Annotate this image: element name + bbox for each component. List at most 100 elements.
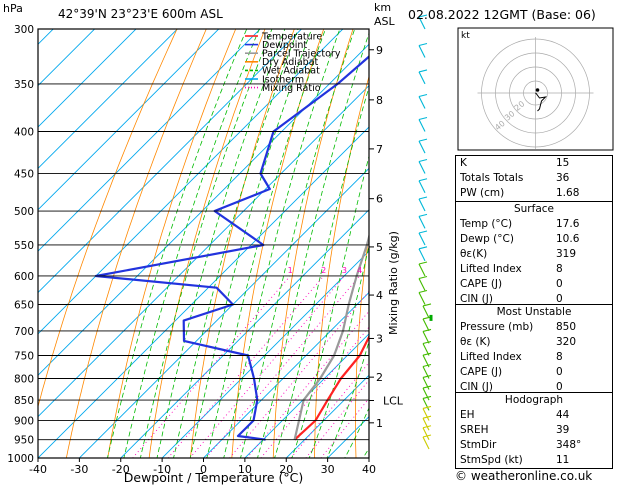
mixing-ratio-label: 16 xyxy=(435,266,445,275)
surface-value: 319 xyxy=(556,248,577,260)
datetime-label: 02.08.2022 12GMT (Base: 06) xyxy=(408,7,596,22)
km-tick-label: 8 xyxy=(376,94,383,107)
hodo-row: SREH 39 xyxy=(456,423,612,438)
pressure-tick-label: 300 xyxy=(14,24,34,36)
indices-row: Totals Totals 36 xyxy=(456,171,612,186)
wind-barb xyxy=(422,387,430,401)
km-tick-label: 3 xyxy=(376,332,383,345)
x-tick-label: 10 xyxy=(238,463,252,476)
isotherm-line xyxy=(38,29,261,252)
wind-barb xyxy=(418,119,426,132)
wind-barb xyxy=(422,377,430,390)
index-label: K xyxy=(460,157,467,169)
wind-barb-flag xyxy=(418,42,428,47)
wind-barb xyxy=(418,180,426,193)
copyright-label: © weatheronline.co.uk xyxy=(455,469,593,483)
mu-row: Lifted Index 8 xyxy=(456,350,612,365)
surface-value: 0 xyxy=(556,278,563,290)
hodo-label: StmSpd (kt) xyxy=(460,454,523,466)
wind-barb xyxy=(422,331,430,344)
km-tick-label: 9 xyxy=(376,44,383,57)
surface-value: 0 xyxy=(556,293,563,305)
mu-label: CAPE (J) xyxy=(460,366,503,378)
surface-title: Surface xyxy=(513,203,554,215)
dewpoint-profile xyxy=(94,55,369,441)
surface-value: 8 xyxy=(556,263,563,275)
wet-adiabat xyxy=(189,29,313,458)
pressure-tick-label: 550 xyxy=(14,240,34,252)
hodo-label: StmDir xyxy=(460,439,497,451)
mu-value: 850 xyxy=(556,321,577,333)
mu-label: Pressure (mb) xyxy=(460,321,534,333)
indices-table: K 15 Totals Totals 36 PW (cm) 1.68 xyxy=(455,155,613,202)
km-unit-label: km xyxy=(374,1,392,14)
mixing-ratio-label: 2 xyxy=(321,266,326,275)
wind-barb-flag xyxy=(418,196,428,200)
surface-table: Surface Temp (°C) 17.6 Dewp (°C) 10.6 θε(K… xyxy=(455,201,613,308)
mu-row: CIN (J) 0 xyxy=(456,380,612,395)
legend-label: Parcel Trajectory xyxy=(262,49,341,60)
wind-barb xyxy=(418,161,426,174)
dry-adiabat xyxy=(107,29,237,458)
wind-barb-flag xyxy=(418,158,428,163)
hodo-row: StmSpd (kt) 11 xyxy=(456,453,612,468)
pressure-tick-label: 600 xyxy=(14,271,34,283)
pressure-tick-label: 900 xyxy=(14,415,34,427)
wet-adiabat xyxy=(223,29,341,458)
hodo-row: StmDir 348° xyxy=(456,438,612,453)
isotherm-line xyxy=(38,43,369,376)
hodo-row: EH 44 xyxy=(456,408,612,423)
wind-barb xyxy=(418,232,426,246)
wind-barb-flag xyxy=(422,303,432,307)
mu-value: 8 xyxy=(556,351,563,363)
wind-barb xyxy=(422,436,430,450)
index-label: Totals Totals xyxy=(460,172,524,184)
wind-barb xyxy=(418,96,426,109)
wind-barb-flag xyxy=(422,340,432,345)
wind-barb xyxy=(418,71,426,85)
mu-row: Pressure (mb) 850 xyxy=(456,320,612,335)
isotherm-line xyxy=(161,250,369,458)
isotherm-line xyxy=(120,209,369,458)
km-tick-label: 2 xyxy=(376,371,383,384)
hodo-label: SREH xyxy=(460,424,489,436)
wind-barb-flag xyxy=(422,328,432,332)
most-unstable-title: Most Unstable xyxy=(496,306,572,318)
wind-barb xyxy=(418,292,426,305)
surface-label: θε(K) xyxy=(460,248,488,260)
asl-unit-label: ASL xyxy=(374,15,395,28)
x-tick-label: 40 xyxy=(362,463,376,476)
x-axis-title: Dewpoint / Temperature (°C) xyxy=(124,470,303,485)
wet-adiabat xyxy=(173,29,299,458)
wind-barb-flag xyxy=(418,178,428,182)
mixing-ratio-line xyxy=(132,275,291,458)
index-value: 15 xyxy=(556,157,570,169)
wind-barb xyxy=(422,305,430,319)
wind-barb-flag xyxy=(418,69,428,73)
hpa-unit-label: hPa xyxy=(3,2,23,15)
hodograph-trace xyxy=(535,92,547,112)
legend-label: Mixing Ratio xyxy=(262,83,321,94)
legend-label: Wet Adiabat xyxy=(262,66,320,77)
surface-label: Dewp (°C) xyxy=(460,233,514,245)
wind-barb-flag xyxy=(422,363,432,368)
location-label: 42°39'N 23°23'E 600m ASL xyxy=(58,7,223,21)
hodo-value: 348° xyxy=(556,439,582,451)
x-tick-label: 20 xyxy=(279,463,293,476)
pressure-tick-label: 1000 xyxy=(7,453,34,465)
mixing-ratio-label: 3 xyxy=(342,266,347,275)
isotherm-line xyxy=(202,291,369,458)
x-tick-label: -20 xyxy=(112,463,130,476)
legend-label: Dewpoint xyxy=(262,40,307,51)
x-tick-label: 30 xyxy=(321,463,335,476)
hodo-value: 39 xyxy=(556,424,570,436)
wind-barb xyxy=(422,318,430,332)
surface-row: CIN (J) 0 xyxy=(456,292,612,307)
mu-label: CIN (J) xyxy=(460,381,493,393)
wind-barb-flag xyxy=(418,261,428,265)
index-value: 36 xyxy=(556,172,570,184)
wind-barb xyxy=(418,140,426,154)
pressure-tick-label: 950 xyxy=(14,435,34,447)
pressure-tick-label: 500 xyxy=(14,206,34,218)
km-tick-label: LCL xyxy=(383,395,404,408)
